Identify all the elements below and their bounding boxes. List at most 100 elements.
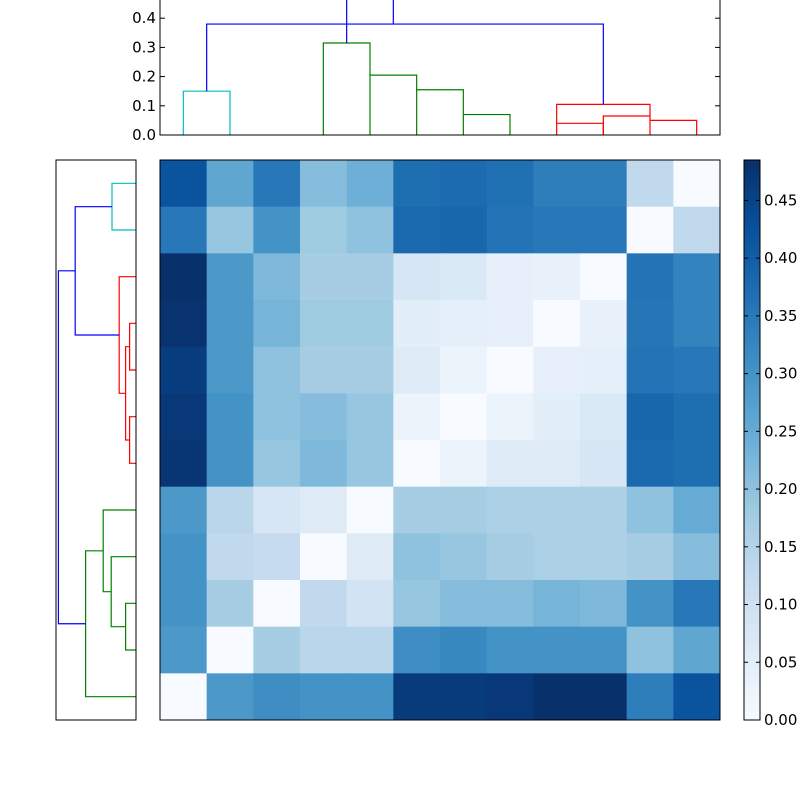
heatmap-cell [673,253,721,301]
heatmap-cell [253,300,301,348]
heatmap-cell [533,300,581,348]
heatmap-cell [673,486,721,534]
heatmap-cell [626,206,674,254]
heatmap-cell [206,253,254,301]
heatmap-cell [673,533,721,581]
heatmap-cell [206,300,254,348]
heatmap-cell [300,160,348,208]
heatmap-cell [160,626,208,674]
heatmap-cell [253,346,301,394]
heatmap-cell [626,393,674,441]
heatmap-cell [486,580,534,628]
heatmap-cell [580,673,628,721]
heatmap-cell [346,300,394,348]
heatmap-cell [300,300,348,348]
heatmap-cell [300,673,348,721]
heatmap-cell [393,486,441,534]
heatmap-cell [253,440,301,488]
heatmap-cell [206,580,254,628]
heatmap-cell [580,206,628,254]
heatmap-cell [673,626,721,674]
heatmap-cell [300,440,348,488]
heatmap-cell [300,346,348,394]
heatmap-cell [673,580,721,628]
heatmap-cell [673,300,721,348]
heatmap-cell [486,673,534,721]
heatmap-cell [580,300,628,348]
heatmap-cell [673,206,721,254]
colorbar-tick-label: 0.05 [764,653,797,671]
heatmap-cell [626,486,674,534]
heatmap-cell [626,673,674,721]
heatmap-cell [160,393,208,441]
dendrogram-link [206,23,604,105]
colorbar-tick-label: 0.25 [764,422,797,440]
y-tick-label: 0.0 [132,126,156,144]
heatmap-cell [580,440,628,488]
colorbar-tick-label: 0.30 [764,365,797,383]
dendrogram-link [416,89,464,135]
dendrogram-link [369,74,418,135]
heatmap-cell [253,580,301,628]
heatmap-cell [440,580,488,628]
heatmap-cell [580,393,628,441]
heatmap-cell [440,393,488,441]
heatmap-cell [626,253,674,301]
heatmap-cell [533,393,581,441]
heatmap-cell [253,626,301,674]
heatmap-cell [533,673,581,721]
heatmap-cell [346,673,394,721]
heatmap-cell [253,533,301,581]
heatmap-cell [533,533,581,581]
dendrogram-link [556,122,604,135]
dendrogram-link [129,416,136,464]
heatmap-cell [160,486,208,534]
heatmap-cell [440,486,488,534]
dendrogram-link [57,270,86,625]
heatmap-cell [533,346,581,394]
heatmap-cell [486,533,534,581]
heatmap-cell [626,300,674,348]
heatmap-cell [393,253,441,301]
heatmap-cell [206,533,254,581]
heatmap-cell [440,440,488,488]
heatmap-cell [626,626,674,674]
heatmap-cell [440,346,488,394]
dendrogram-link [125,602,136,651]
y-tick-label: 0.4 [132,9,156,27]
heatmap-cell [533,206,581,254]
heatmap-cell [346,626,394,674]
heatmap-cell [440,300,488,348]
colorbar-tick-label: 0.15 [764,538,797,556]
y-tick-label: 0.2 [132,68,156,86]
heatmap-cell [160,533,208,581]
dendrogram-link [602,115,651,135]
heatmap-cell [533,626,581,674]
heatmap-cell [440,626,488,674]
heatmap-cell [206,673,254,721]
heatmap-cell [346,393,394,441]
heatmap-cell [440,160,488,208]
heatmap-cell [346,160,394,208]
heatmap-cell [673,673,721,721]
colorbar-tick-label: 0.20 [764,480,797,498]
heatmap-cell [253,160,301,208]
heatmap-cell [393,580,441,628]
y-tick-label: 0.1 [132,97,156,115]
left-dendrogram-frame [55,159,137,721]
heatmap-cell [206,393,254,441]
distance-heatmap [159,159,721,721]
heatmap-cell [486,486,534,534]
heatmap-cell [206,486,254,534]
heatmap-cell [673,440,721,488]
heatmap-cell [673,346,721,394]
heatmap-cell [626,346,674,394]
dendrogram-link [111,182,136,231]
heatmap-cell [440,253,488,301]
heatmap-cell [580,253,628,301]
heatmap-cell [393,393,441,441]
heatmap-cell [346,253,394,301]
heatmap-cell [393,533,441,581]
top-dendrogram: 0.00.10.20.30.40.5 [132,0,721,144]
